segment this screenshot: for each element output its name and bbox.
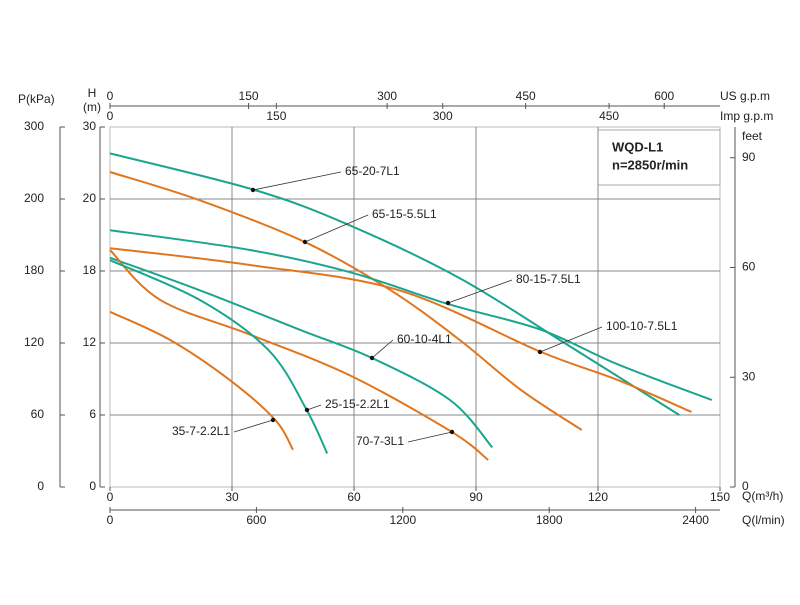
y2-tick-label: 90 [742, 150, 756, 164]
curve [109, 256, 494, 449]
curve [109, 259, 329, 454]
x-tick-label: 60 [347, 490, 361, 504]
us-tick-label: 150 [239, 89, 259, 103]
curve [109, 247, 692, 413]
legend-label: 35-7-2.2L1 [172, 424, 230, 438]
leader-dot [304, 407, 310, 413]
legend-label: 65-20-7L1 [345, 164, 400, 178]
lmin-tick-label: 1200 [389, 513, 416, 527]
leader-line [407, 431, 453, 443]
us-tick-label: 300 [377, 89, 397, 103]
imp-tick-label: 0 [107, 109, 114, 123]
lmin-tick-label: 1800 [536, 513, 563, 527]
us-tick-label: 0 [107, 89, 114, 103]
x-tick-label: 0 [107, 490, 114, 504]
leader-line [447, 279, 513, 304]
x-tick-label: 150 [710, 490, 730, 504]
us-axis-label: US g.p.m [720, 89, 770, 103]
y2-tick-label: 0 [742, 479, 749, 493]
y2-tick-label: 30 [742, 369, 756, 383]
y2-axis-label: feet [742, 129, 763, 143]
us-tick-label: 600 [654, 89, 674, 103]
y-tick-label: 30 [83, 119, 97, 133]
y-axis-label: H [88, 86, 97, 100]
p-tick-label: 300 [24, 119, 44, 133]
leader-dot [537, 349, 543, 355]
leader-dot [270, 417, 276, 423]
leader-line [252, 171, 342, 191]
box-title: WQD-L1 [612, 139, 663, 154]
lmin-tick-label: 0 [107, 513, 114, 527]
leader-line [233, 419, 274, 433]
y-axis-label: (m) [83, 100, 101, 114]
leader-dot [445, 300, 451, 306]
leader-dot [302, 239, 308, 245]
legend-label: 25-15-2.2L1 [325, 397, 390, 411]
p-axis-label: P(kPa) [18, 92, 55, 106]
legend-label: 80-15-7.5L1 [516, 272, 581, 286]
us-tick-label: 450 [516, 89, 536, 103]
imp-tick-label: 300 [433, 109, 453, 123]
curve [109, 171, 583, 431]
y-tick-label: 20 [83, 191, 97, 205]
leader-line [539, 326, 603, 353]
leader-line [306, 404, 322, 411]
curve [109, 310, 294, 451]
legend-label: 70-7-3L1 [356, 434, 404, 448]
legend-label: 60-10-4L1 [397, 332, 452, 346]
plot-frame [109, 126, 721, 488]
lmin-tick-label: 600 [246, 513, 266, 527]
y-tick-label: 6 [89, 407, 96, 421]
curve [109, 229, 713, 401]
leader-line [304, 214, 369, 243]
imp-axis-label: Imp g.p.m [720, 109, 773, 123]
y-tick-label: 18 [83, 263, 97, 277]
p-tick-label: 180 [24, 263, 44, 277]
y-tick-label: 0 [89, 479, 96, 493]
curve [109, 249, 489, 461]
leader-line [371, 339, 394, 359]
lmin-tick-label: 2400 [682, 513, 709, 527]
lmin-axis-label: Q(l/min) [742, 513, 785, 527]
x-tick-label: 90 [469, 490, 483, 504]
imp-tick-label: 450 [599, 109, 619, 123]
x-tick-label: 30 [225, 490, 239, 504]
leader-dot [449, 429, 455, 435]
leader-dot [369, 355, 375, 361]
curve [109, 152, 680, 416]
p-tick-label: 200 [24, 191, 44, 205]
p-tick-label: 60 [31, 407, 45, 421]
imp-tick-label: 150 [266, 109, 286, 123]
legend-label: 65-15-5.5L1 [372, 207, 437, 221]
p-tick-label: 120 [24, 335, 44, 349]
y-tick-label: 12 [83, 335, 97, 349]
box-subtitle: n=2850r/min [612, 157, 688, 172]
y2-tick-label: 60 [742, 260, 756, 274]
legend-label: 100-10-7.5L1 [606, 319, 678, 333]
x-axis-label: Q(m³/h) [742, 489, 783, 503]
leader-dot [250, 187, 256, 193]
info-box [597, 129, 721, 186]
p-tick-label: 0 [37, 479, 44, 493]
x-tick-label: 120 [588, 490, 608, 504]
